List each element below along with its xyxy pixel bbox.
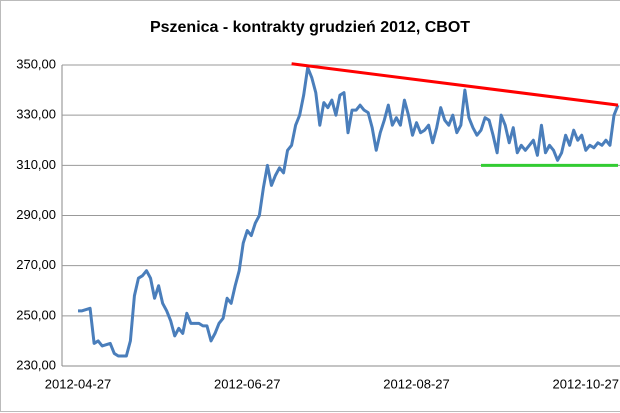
y-tick-label: 270,00 xyxy=(16,257,56,272)
y-tick-label: 310,00 xyxy=(16,157,56,172)
x-tick-label: 2012-06-27 xyxy=(214,376,281,391)
x-tick-label: 2012-04-27 xyxy=(45,376,112,391)
y-tick-label: 290,00 xyxy=(16,207,56,222)
chart-title: Pszenica - kontrakty grudzień 2012, CBOT xyxy=(150,19,470,36)
y-tick-label: 230,00 xyxy=(16,357,56,372)
y-tick-label: 350,00 xyxy=(16,56,56,71)
trend-line xyxy=(291,62,619,107)
y-tick-label: 330,00 xyxy=(16,107,56,122)
price-line xyxy=(78,66,620,358)
y-tick-label: 250,00 xyxy=(16,307,56,322)
x-tick-label: 2012-08-27 xyxy=(383,376,450,391)
x-tick-label: 2012-10-27 xyxy=(553,376,620,391)
